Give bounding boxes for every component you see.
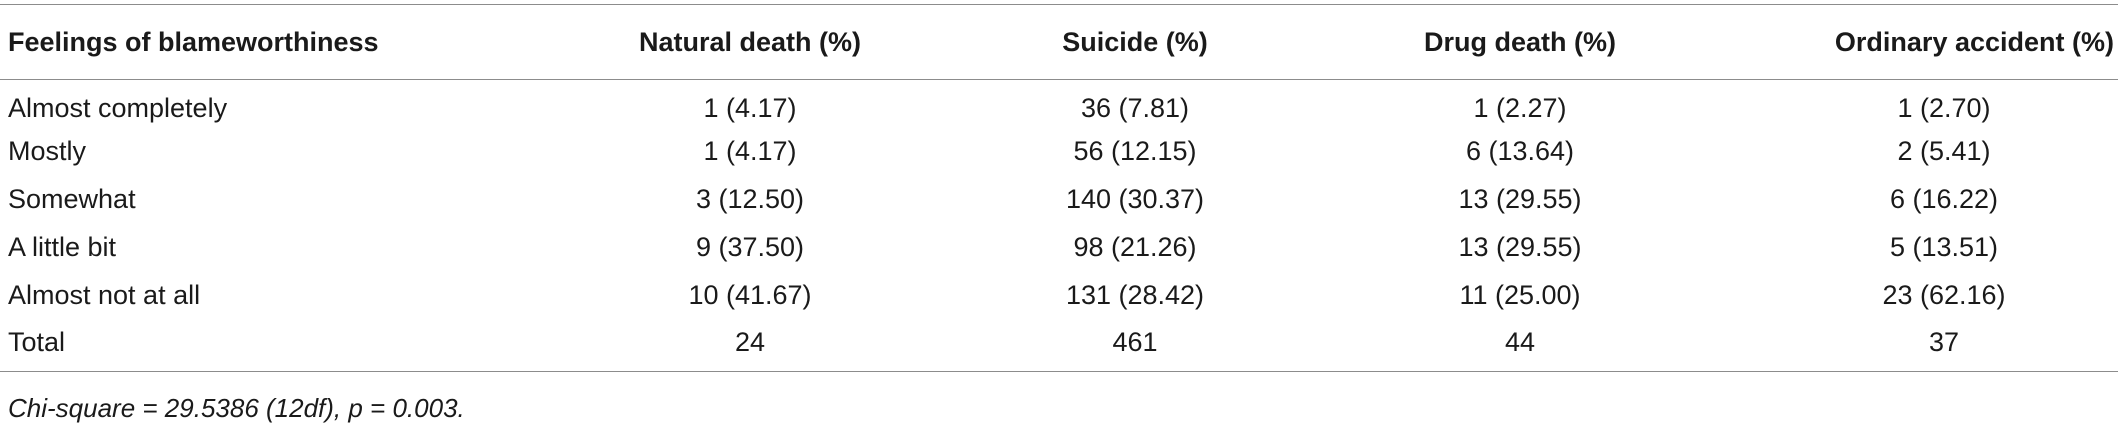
cell-suicide: 140 (30.37): [1065, 184, 1205, 214]
cell-drug-death: 11 (25.00): [1459, 280, 1581, 310]
cell-natural-death: 9 (37.50): [695, 232, 805, 262]
cell-drug-death: 44: [1504, 326, 1536, 357]
row-label: A little bit: [8, 232, 117, 262]
cell-natural-death: 1 (4.17): [703, 93, 797, 124]
cell-natural-death: 10 (41.67): [688, 280, 812, 310]
header-ordinary-accident: Ordinary accident (%): [1834, 26, 2114, 57]
header-drug-death: Drug death (%): [1424, 26, 1616, 57]
header-suicide: Suicide (%): [1062, 26, 1208, 57]
header-feelings: Feelings of blameworthiness: [8, 26, 379, 57]
cell-ordinary-accident: 2 (5.41): [1897, 136, 1991, 166]
row-label: Somewhat: [8, 184, 136, 214]
row-label: Almost completely: [8, 93, 228, 124]
table-row: Almost completely 1 (4.17) 36 (7.81) 1 (…: [0, 80, 2118, 128]
cell-drug-death: 6 (13.64): [1465, 136, 1575, 166]
cell-suicide: 461: [1112, 326, 1158, 357]
cell-suicide: 131 (28.42): [1065, 280, 1205, 310]
cell-suicide: 56 (12.15): [1073, 136, 1197, 166]
cell-suicide: 36 (7.81): [1080, 93, 1190, 124]
table-row: Almost not at all 10 (41.67) 131 (28.42)…: [0, 272, 2118, 320]
cell-natural-death: 1 (4.17): [703, 136, 797, 166]
table-body: Almost completely 1 (4.17) 36 (7.81) 1 (…: [0, 80, 2118, 372]
row-label: Mostly: [8, 136, 87, 166]
table-row: Mostly 1 (4.17) 56 (12.15) 6 (13.64) 2 (…: [0, 128, 2118, 176]
table-row: A little bit 9 (37.50) 98 (21.26) 13 (29…: [0, 224, 2118, 272]
cell-ordinary-accident: 1 (2.70): [1897, 93, 1991, 124]
cell-drug-death: 13 (29.55): [1458, 184, 1582, 214]
cell-suicide: 98 (21.26): [1073, 232, 1197, 262]
header-row: Feelings of blameworthiness Natural deat…: [0, 4, 2118, 80]
cell-ordinary-accident: 6 (16.22): [1889, 184, 1999, 214]
table-row: Somewhat 3 (12.50) 140 (30.37) 13 (29.55…: [0, 176, 2118, 224]
cell-ordinary-accident: 23 (62.16): [1882, 280, 2006, 310]
row-label: Almost not at all: [8, 280, 201, 310]
cell-natural-death: 24: [734, 326, 766, 357]
table-header: Feelings of blameworthiness Natural deat…: [0, 4, 2118, 80]
cell-ordinary-accident: 5 (13.51): [1889, 232, 1999, 262]
cell-ordinary-accident: 37: [1928, 326, 1960, 357]
table-footnote: Chi-square = 29.5386 (12df), p = 0.003.: [8, 393, 465, 423]
cell-drug-death: 1 (2.27): [1473, 93, 1567, 124]
cell-drug-death: 13 (29.55): [1458, 232, 1582, 262]
table-row-total: Total 24 461 44 37: [0, 320, 2118, 372]
blameworthiness-table: Feelings of blameworthiness Natural deat…: [0, 4, 2118, 372]
cell-natural-death: 3 (12.50): [695, 184, 805, 214]
header-natural-death: Natural death (%): [638, 26, 862, 57]
row-label: Total: [8, 326, 66, 357]
